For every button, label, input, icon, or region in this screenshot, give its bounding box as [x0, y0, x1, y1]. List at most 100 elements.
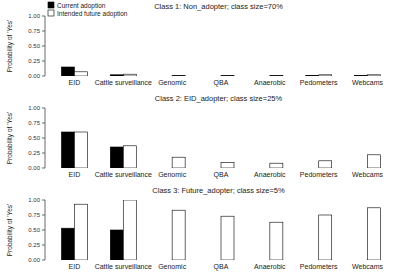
bar	[221, 216, 234, 260]
bar	[270, 222, 283, 260]
bar	[123, 200, 136, 260]
bar	[257, 76, 270, 77]
x-tick-label: Cattle surveillance	[95, 171, 152, 178]
bar	[74, 204, 87, 260]
x-tick-label: QBA	[214, 263, 229, 271]
bar	[221, 75, 234, 76]
x-tick-label: Webcams	[352, 79, 383, 86]
bar	[172, 210, 185, 260]
y-tick	[42, 230, 45, 231]
y-tick-label: 0.50	[28, 43, 40, 49]
x-tick-label: Cattle surveillance	[95, 263, 152, 270]
y-tick	[42, 123, 45, 124]
y-tick	[42, 16, 45, 17]
bar	[270, 75, 283, 76]
x-tick-label: Pedometers	[300, 263, 338, 270]
x-tick-label: Anaerobic	[254, 263, 286, 270]
y-axis-label: Probability of 'Yes'	[6, 20, 14, 72]
y-tick-label: 0.25	[28, 150, 40, 156]
bar	[221, 163, 234, 168]
bar	[306, 75, 319, 76]
bars	[61, 67, 380, 76]
y-tick-label: 0.50	[28, 227, 40, 233]
x-tick-label: Webcams	[352, 171, 383, 178]
bar	[208, 76, 221, 77]
x-tick-label: Anaerobic	[254, 171, 286, 178]
y-tick	[42, 61, 45, 62]
y-tick-label: 0.75	[28, 120, 40, 126]
bar	[257, 168, 270, 169]
y-tick-label: 0.75	[28, 212, 40, 218]
y-tick	[42, 153, 45, 154]
x-tick-label: Pedometers	[300, 79, 338, 86]
bar	[319, 161, 332, 168]
y-tick-label: 0.50	[28, 135, 40, 141]
panel-title: Class 2: EID_adopter; class size=25%	[155, 94, 283, 103]
y-tick	[42, 31, 45, 32]
panel: Class 1: Non_adopter; class size=70% Prob…	[6, 2, 384, 88]
y-tick	[42, 168, 45, 169]
x-tick-label: Pedometers	[300, 171, 338, 178]
bar	[61, 132, 74, 168]
x-tick-label: EID	[69, 171, 81, 178]
bar	[123, 74, 136, 76]
y-tick	[42, 200, 45, 201]
x-tick-label: QBA	[214, 171, 229, 179]
bar	[208, 260, 221, 261]
bar	[368, 155, 381, 168]
bar	[172, 157, 185, 168]
bar	[110, 147, 123, 168]
y-tick	[42, 108, 45, 109]
bars	[61, 200, 380, 260]
y-tick	[42, 76, 45, 77]
legend-label: Intended future adoption	[57, 10, 128, 18]
chart-root: Class 1: Non_adopter; class size=70% Prob…	[0, 0, 400, 276]
x-tick-label: Cattle surveillance	[95, 79, 152, 86]
panel-title: Class 1: Non_adopter; class size=70%	[154, 2, 283, 11]
legend-swatch	[48, 2, 54, 8]
bar	[74, 72, 87, 76]
x-tick-label: Webcams	[352, 263, 383, 270]
bar	[159, 76, 172, 77]
bar	[368, 75, 381, 76]
y-tick-label: 1.00	[28, 105, 40, 111]
y-tick-label: 0.75	[28, 28, 40, 34]
bars	[61, 132, 380, 168]
y-tick	[42, 260, 45, 261]
bar	[355, 75, 368, 76]
bar	[319, 75, 332, 76]
y-tick-label: 0.00	[28, 257, 40, 263]
bar	[74, 132, 87, 168]
y-tick-label: 1.00	[28, 197, 40, 203]
x-tick-label: Genomic	[158, 79, 187, 86]
bar	[172, 75, 185, 76]
bar	[368, 208, 381, 260]
bar	[306, 168, 319, 169]
panel: Class 3: Future_adopter; class size=5%Pr…	[6, 186, 384, 271]
y-tick-label: 0.00	[28, 165, 40, 171]
bar	[355, 260, 368, 261]
panel: Class 2: EID_adopter; class size=25% Prob…	[6, 94, 384, 179]
y-tick	[42, 245, 45, 246]
bar	[257, 260, 270, 261]
x-tick-label: Genomic	[158, 263, 187, 270]
x-tick-label: EID	[69, 79, 81, 86]
y-axis-label: Probability of 'Yes'	[6, 112, 14, 164]
bar	[306, 260, 319, 261]
x-tick-label: QBA	[214, 79, 229, 87]
bar	[123, 146, 136, 168]
y-tick-label: 1.00	[28, 13, 40, 19]
y-tick	[42, 138, 45, 139]
bar	[159, 260, 172, 261]
bar	[208, 168, 221, 169]
x-tick-label: Anaerobic	[254, 79, 286, 86]
bar	[159, 168, 172, 169]
legend-label: Current adoption	[57, 2, 106, 10]
x-tick-label: Genomic	[158, 171, 187, 178]
bar	[355, 168, 368, 169]
x-tick-label: EID	[69, 263, 81, 270]
panel-title: Class 3: Future_adopter; class size=5%	[152, 186, 285, 195]
y-tick	[42, 215, 45, 216]
bar	[270, 163, 283, 168]
bar	[110, 230, 123, 260]
